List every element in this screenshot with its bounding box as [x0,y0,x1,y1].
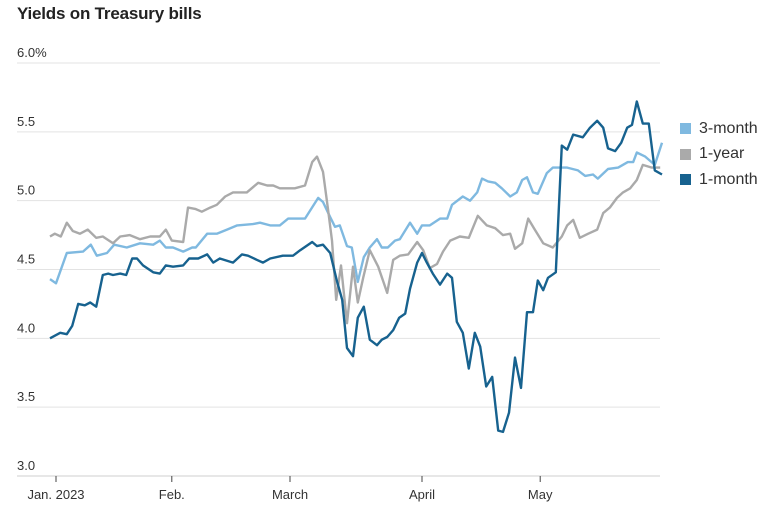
y-tick-label: 4.5 [17,252,35,267]
legend-label: 1-month [699,170,758,188]
y-tick-label: 5.5 [17,114,35,129]
legend-item-1-month: 1-month [680,167,758,193]
series-line-3-month [49,142,664,285]
legend-swatch-1-month [680,174,691,186]
y-tick-label: 3.0 [17,458,35,473]
legend-label: 1-year [699,145,745,163]
series-line-1-month [49,100,663,434]
legend-item-3-month: 3-month [680,116,758,142]
x-tick-label: March [272,487,308,502]
y-tick-label: 4.0 [17,320,35,335]
x-tick-label: May [528,487,553,502]
legend-item-1-year: 1-year [680,142,758,168]
legend-swatch-1-year [680,148,691,160]
x-tick-label: April [409,487,435,502]
chart-title: Yields on Treasury bills [17,4,202,23]
legend-swatch-3-month [680,123,691,135]
y-tick-label: 3.5 [17,389,35,404]
legend: 3-month 1-year 1-month [680,116,758,193]
x-tick-label: Feb. [159,487,185,502]
y-tick-label: 5.0 [17,183,35,198]
legend-label: 3-month [699,119,758,137]
y-tick-label: 6.0% [17,45,47,60]
series-line-1-year [49,155,661,325]
x-tick-label: Jan. 2023 [27,487,84,502]
